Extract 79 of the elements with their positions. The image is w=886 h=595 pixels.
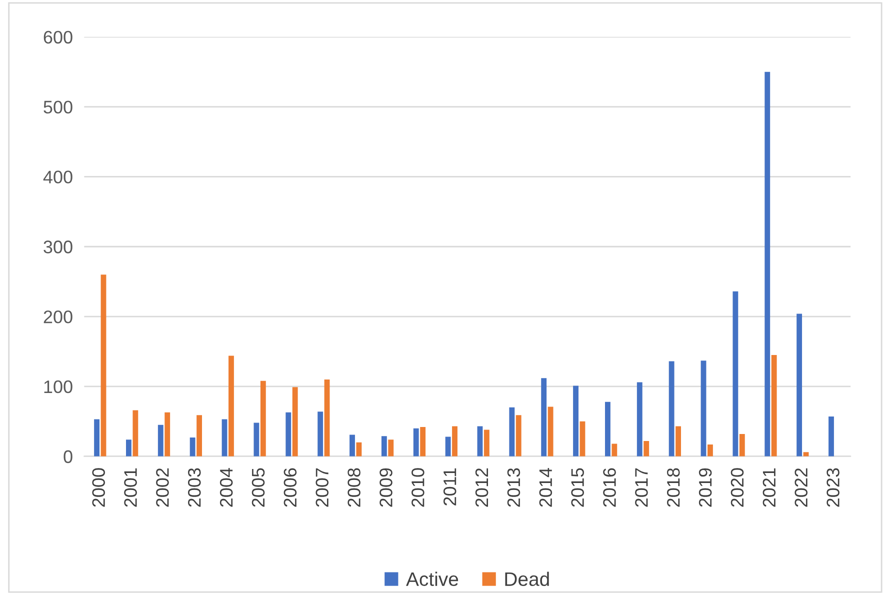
bar — [739, 434, 745, 456]
bar — [324, 379, 330, 456]
x-tick-label: 2018 — [666, 468, 680, 507]
bar — [164, 412, 170, 456]
bar — [668, 361, 674, 456]
bar — [771, 354, 777, 456]
x-tick-label: 2004 — [220, 468, 233, 507]
x-tick-label: 2000 — [92, 468, 105, 507]
bar — [484, 430, 490, 456]
bar — [94, 419, 100, 456]
bar — [573, 386, 578, 456]
x-tick-label: 2007 — [316, 468, 329, 507]
bar — [604, 402, 610, 456]
y-tick-label: 0 — [64, 450, 72, 464]
y-tick-label: 500 — [44, 100, 72, 114]
bar — [732, 291, 738, 456]
x-tick-label: 2017 — [635, 468, 648, 507]
y-tick-label: 600 — [44, 30, 72, 44]
bar — [196, 415, 202, 456]
bar — [413, 428, 419, 456]
bar — [356, 442, 362, 456]
bar — [260, 380, 266, 456]
y-tick-label: 300 — [44, 240, 72, 254]
x-tick-label: 2008 — [348, 468, 360, 507]
x-tick-label: 2006 — [284, 468, 297, 507]
bar — [644, 440, 650, 456]
x-tick-label: 2013 — [507, 468, 520, 507]
y-tick-label: 100 — [44, 380, 72, 394]
bar — [445, 436, 451, 456]
x-tick-label: 2022 — [794, 468, 808, 507]
x-tick-label: 2012 — [475, 468, 488, 507]
x-tick-label: 2003 — [188, 468, 201, 507]
bar — [254, 422, 260, 456]
bar — [708, 444, 713, 456]
bar — [292, 387, 298, 456]
bar — [541, 378, 547, 456]
bar — [580, 421, 586, 456]
bar — [190, 437, 196, 456]
bar — [286, 412, 292, 456]
y-tick-label: 400 — [43, 170, 72, 184]
bar — [381, 436, 387, 456]
x-tick-label: 2016 — [603, 468, 616, 507]
bar — [509, 407, 515, 456]
x-tick-label: 2014 — [539, 468, 552, 507]
bar — [452, 426, 458, 456]
bar — [100, 274, 106, 456]
y-tick-label: 200 — [44, 310, 72, 324]
bar — [126, 440, 132, 456]
bar — [222, 419, 228, 456]
x-tick-label: 2020 — [730, 468, 744, 507]
bar — [350, 434, 355, 456]
legend-label: Dead — [505, 572, 549, 586]
bar — [636, 382, 642, 456]
x-tick-label: 2002 — [156, 468, 169, 507]
bar — [796, 314, 802, 456]
legend-label: Active — [406, 572, 458, 586]
bar — [612, 444, 618, 456]
bar — [700, 360, 706, 456]
x-tick-label: 2015 — [571, 468, 584, 507]
bar — [516, 415, 522, 456]
x-tick-label: 2005 — [252, 468, 265, 507]
bar — [548, 406, 554, 456]
bar — [420, 427, 426, 456]
x-tick-label: 2010 — [412, 468, 424, 507]
bar — [477, 426, 483, 456]
bar — [388, 440, 394, 456]
x-tick-label: 2021 — [762, 468, 776, 507]
x-tick-label: 2011 — [443, 468, 456, 506]
x-tick-label: 2023 — [826, 468, 840, 507]
bar — [228, 356, 234, 456]
bar — [764, 72, 770, 456]
bar — [318, 412, 324, 456]
x-tick-label: 2009 — [380, 468, 392, 507]
bar — [676, 426, 681, 456]
bar — [158, 424, 164, 456]
x-tick-label: 2001 — [124, 468, 137, 507]
x-tick-label: 2019 — [698, 468, 712, 507]
bar — [828, 416, 834, 456]
bar — [132, 410, 138, 456]
